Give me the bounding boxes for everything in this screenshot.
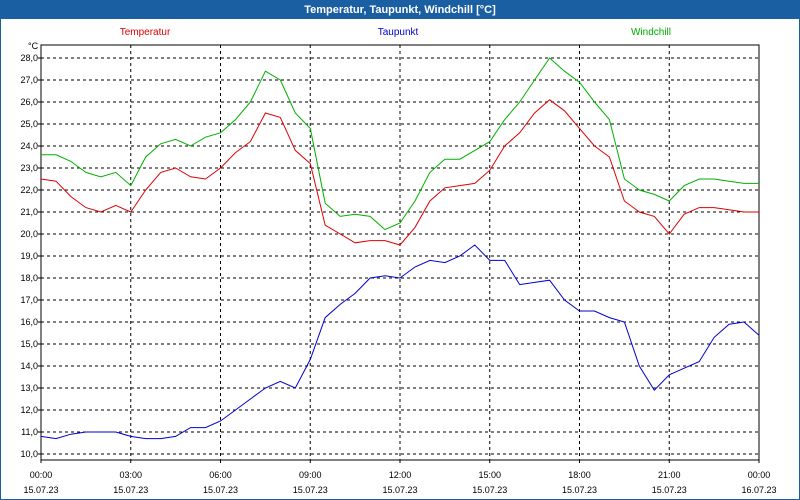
y-tick-label: 28,0 [20,53,38,63]
legend-windchill: Windchill [631,27,671,38]
x-tick-time-label: 12:00 [389,470,412,480]
series-lines [40,57,760,440]
legend-taupunkt: Taupunkt [378,27,419,38]
y-tick-label: 24,0 [20,141,38,151]
x-tick-date-label: 15.07.23 [23,485,58,495]
chart-title: Temperatur, Taupunkt, Windchill [°C] [1,1,799,19]
x-tick-time-label: 21:00 [658,470,681,480]
x-tick-date-label: 15.07.23 [293,485,328,495]
series-line-temperatur [40,99,759,246]
x-tick-date-label: 16.07.23 [741,485,776,495]
y-tick-label: 16,0 [20,317,38,327]
y-tick-label: 22,0 [20,185,38,195]
y-axis-label: °C [28,41,39,51]
x-tick-time-label: 18:00 [568,470,591,480]
x-tick-time-label: 15:00 [478,470,501,480]
y-tick-label: 26,0 [20,97,38,107]
plot-area [40,44,760,461]
legend-temperatur: Temperatur [120,27,171,38]
series-line-taupunkt [40,244,760,440]
y-tick-label: 21,0 [20,207,38,217]
y-tick-label: 13,0 [20,383,38,393]
x-axis-ticks: 00:00 15.07.23 03:00 15.07.23 06:00 15.07.23 0… [23,460,777,495]
y-tick-label: 18,0 [20,273,38,283]
y-tick-label: 20,0 [20,229,38,239]
x-tick-date-label: 15.07.23 [382,485,417,495]
x-tick-date-label: 15.07.23 [562,485,597,495]
y-tick-label: 17,0 [20,295,38,305]
series-line-windchill [41,57,759,231]
x-tick-time-label: 00:00 [748,470,771,480]
x-tick-date-label: 15.07.23 [652,485,687,495]
legend: Temperatur Taupunkt Windchill [120,27,671,38]
y-tick-label: 25,0 [20,119,38,129]
y-tick-label: 12,0 [20,405,38,415]
y-tick-label: 11,0 [21,427,38,437]
y-tick-label: 27,0 [20,75,38,85]
x-tick-time-label: 06:00 [209,470,232,480]
x-tick-date-label: 15.07.23 [203,485,238,495]
y-tick-label: 15,0 [20,339,38,349]
x-tick-date-label: 15.07.23 [472,485,507,495]
x-tick-time-label: 00:00 [30,470,53,480]
y-tick-label: 19,0 [20,251,38,261]
x-tick-date-label: 15.07.23 [113,485,148,495]
y-axis-ticks: 10,0 11,0 12,0 13,0 14,0 15,0 16,0 17,0 18,0 19,0… [20,53,41,459]
y-tick-label: 23,0 [20,163,38,173]
y-tick-label: 14,0 [20,361,38,371]
x-tick-time-label: 03:00 [119,470,142,480]
x-tick-time-label: 09:00 [299,470,322,480]
y-tick-label: 10,0 [20,449,38,459]
